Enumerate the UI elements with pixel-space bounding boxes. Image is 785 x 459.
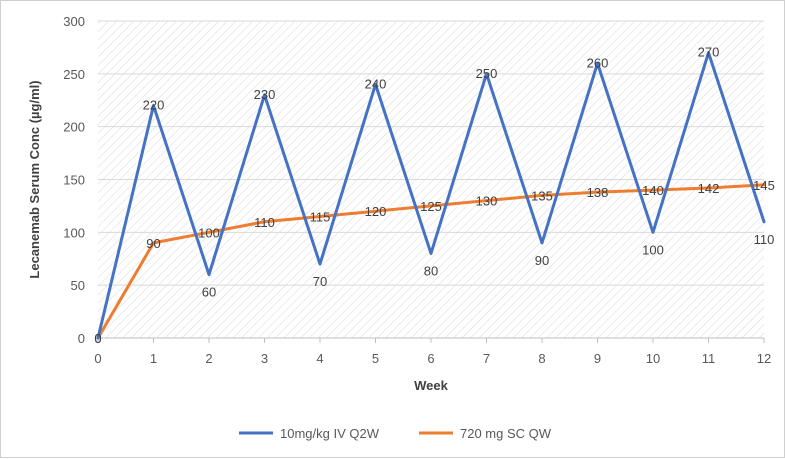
y-axis-title: Lecanemab Serum Conc (µg/ml) — [27, 80, 42, 278]
data-label-sc: 115 — [310, 209, 331, 224]
data-label-sc: 145 — [753, 178, 775, 193]
y-axis-ticks: 0 50 100 150 200 250 300 — [63, 14, 85, 346]
x-tick-label: 7 — [483, 351, 490, 366]
data-label-sc: 138 — [587, 185, 609, 200]
x-axis-ticks: 0 1 2 3 4 5 6 7 8 9 10 11 12 — [94, 351, 771, 366]
data-label-sc: 135 — [531, 188, 553, 203]
series-line-sc — [96, 183, 766, 340]
y-tick-label: 0 — [78, 331, 85, 346]
data-label-iv: 80 — [424, 263, 438, 278]
x-tick-label: 10 — [646, 351, 660, 366]
data-label-iv: 240 — [365, 76, 387, 91]
x-tick-label: 11 — [702, 351, 716, 366]
y-tick-label: 100 — [63, 225, 85, 240]
y-tick-label: 150 — [63, 173, 85, 188]
data-label-sc: 120 — [365, 204, 387, 219]
data-label-iv: 110 — [754, 232, 775, 247]
x-tick-label: 2 — [205, 351, 212, 366]
data-label-iv: 230 — [254, 87, 276, 102]
data-label-iv: 100 — [642, 242, 664, 257]
data-label-iv: 0 — [94, 331, 101, 346]
x-tick-label: 12 — [757, 351, 771, 366]
series-line-iv — [96, 51, 766, 340]
data-label-sc: 142 — [698, 181, 720, 196]
x-tick-label: 4 — [316, 351, 323, 366]
data-label-sc: 0 — [94, 331, 101, 346]
data-label-iv: 90 — [535, 253, 549, 268]
y-tick-label: 50 — [71, 278, 85, 293]
legend: 10mg/kg IV Q2W 720 mg SC QW — [239, 426, 552, 441]
x-tick-label: 5 — [372, 351, 379, 366]
x-tick-label: 1 — [150, 351, 157, 366]
x-axis-title: Week — [414, 378, 448, 393]
data-labels: 0220602307024080250902601002701100901001… — [94, 45, 774, 346]
data-label-iv: 70 — [313, 274, 327, 289]
data-label-sc: 90 — [146, 236, 160, 251]
data-label-iv: 220 — [143, 98, 165, 113]
data-label-iv: 60 — [202, 285, 216, 300]
legend-label-sc: 720 mg SC QW — [460, 426, 552, 441]
x-tick-label: 3 — [261, 351, 268, 366]
x-tick-label: 8 — [538, 351, 545, 366]
data-label-iv: 270 — [698, 45, 720, 60]
data-label-sc: 125 — [420, 199, 442, 214]
y-tick-label: 300 — [63, 14, 85, 29]
data-label-sc: 100 — [198, 225, 220, 240]
x-tick-label: 0 — [94, 351, 101, 366]
x-tick-label: 9 — [594, 351, 601, 366]
data-label-iv: 260 — [587, 55, 609, 70]
data-label-iv: 250 — [476, 66, 498, 81]
x-tick-label: 6 — [427, 351, 434, 366]
y-tick-label: 250 — [63, 67, 85, 82]
series-group — [96, 51, 766, 340]
legend-label-iv: 10mg/kg IV Q2W — [280, 426, 380, 441]
data-label-sc: 110 — [254, 215, 275, 230]
y-tick-label: 200 — [63, 120, 85, 135]
data-label-sc: 140 — [642, 183, 664, 198]
data-label-sc: 130 — [476, 194, 498, 209]
